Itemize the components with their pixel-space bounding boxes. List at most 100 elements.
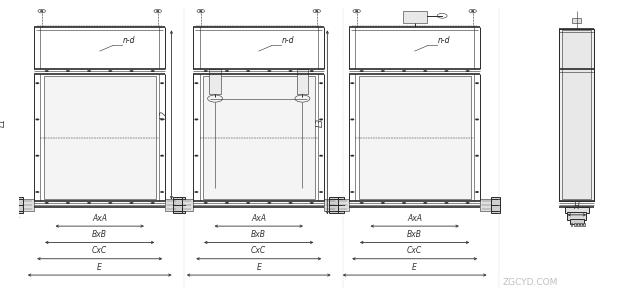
- Bar: [571, 223, 572, 226]
- Bar: [577, 223, 579, 226]
- Text: AxA: AxA: [407, 214, 422, 223]
- Circle shape: [316, 10, 318, 12]
- Bar: [570, 219, 584, 224]
- Circle shape: [350, 119, 354, 120]
- Circle shape: [130, 70, 133, 72]
- Text: n-d: n-d: [282, 36, 294, 45]
- Bar: [174, 197, 183, 213]
- Circle shape: [109, 70, 112, 72]
- Bar: [559, 29, 594, 201]
- Bar: [176, 197, 185, 213]
- Circle shape: [151, 70, 154, 72]
- Circle shape: [87, 202, 91, 204]
- Circle shape: [130, 202, 133, 204]
- Circle shape: [41, 10, 43, 12]
- Circle shape: [381, 202, 385, 204]
- Circle shape: [35, 191, 39, 193]
- Bar: [329, 197, 338, 213]
- Bar: [338, 199, 349, 210]
- Circle shape: [246, 70, 250, 72]
- Bar: [563, 30, 591, 199]
- Circle shape: [156, 10, 159, 12]
- Circle shape: [320, 82, 323, 84]
- Text: CxC: CxC: [407, 246, 422, 255]
- Circle shape: [360, 70, 363, 72]
- Text: CxC: CxC: [92, 246, 107, 255]
- Circle shape: [310, 202, 314, 204]
- Bar: [567, 212, 586, 220]
- Circle shape: [310, 70, 314, 72]
- Text: ZGCYD.COM: ZGCYD.COM: [502, 278, 557, 287]
- Bar: [324, 199, 335, 210]
- Circle shape: [195, 119, 198, 120]
- Text: H: H: [574, 202, 580, 211]
- Bar: [574, 223, 575, 226]
- Circle shape: [204, 70, 208, 72]
- Circle shape: [475, 119, 479, 120]
- Text: L3: L3: [315, 118, 324, 127]
- Circle shape: [350, 155, 354, 157]
- Bar: [583, 223, 584, 226]
- Circle shape: [195, 191, 198, 193]
- Circle shape: [109, 202, 112, 204]
- Bar: [23, 199, 34, 210]
- Text: n-d: n-d: [438, 36, 450, 45]
- Bar: [403, 11, 426, 23]
- Circle shape: [267, 202, 271, 204]
- Circle shape: [350, 191, 354, 193]
- Circle shape: [160, 82, 164, 84]
- Circle shape: [466, 202, 469, 204]
- Circle shape: [471, 10, 474, 12]
- Text: E: E: [97, 263, 102, 271]
- Circle shape: [45, 70, 49, 72]
- Circle shape: [246, 202, 250, 204]
- Circle shape: [475, 82, 479, 84]
- Circle shape: [350, 82, 354, 84]
- Bar: [572, 18, 581, 23]
- Circle shape: [160, 119, 164, 120]
- Circle shape: [356, 10, 358, 12]
- Circle shape: [66, 70, 70, 72]
- Circle shape: [195, 82, 198, 84]
- Circle shape: [475, 155, 479, 157]
- Circle shape: [403, 202, 406, 204]
- Text: n-d: n-d: [123, 36, 135, 45]
- Circle shape: [381, 70, 385, 72]
- Circle shape: [45, 202, 49, 204]
- Circle shape: [267, 70, 271, 72]
- Text: AxA: AxA: [92, 214, 107, 223]
- Bar: [580, 223, 582, 226]
- Circle shape: [35, 155, 39, 157]
- Circle shape: [151, 202, 154, 204]
- Circle shape: [87, 70, 91, 72]
- Circle shape: [195, 155, 198, 157]
- Bar: [210, 69, 221, 94]
- Circle shape: [225, 202, 229, 204]
- Circle shape: [444, 70, 448, 72]
- Circle shape: [35, 119, 39, 120]
- Bar: [565, 207, 589, 213]
- Circle shape: [225, 70, 229, 72]
- Bar: [297, 69, 308, 94]
- Text: L2: L2: [159, 110, 168, 119]
- Text: BxB: BxB: [92, 230, 107, 239]
- Bar: [165, 199, 176, 210]
- Circle shape: [204, 202, 208, 204]
- Circle shape: [66, 202, 70, 204]
- Bar: [491, 197, 500, 213]
- Bar: [203, 76, 315, 199]
- Text: CxC: CxC: [251, 246, 266, 255]
- Circle shape: [320, 191, 323, 193]
- Text: E: E: [412, 263, 417, 271]
- Circle shape: [403, 70, 406, 72]
- Bar: [183, 199, 194, 210]
- Circle shape: [320, 119, 323, 120]
- Bar: [335, 197, 344, 213]
- Text: BxB: BxB: [251, 230, 266, 239]
- Circle shape: [160, 155, 164, 157]
- Circle shape: [423, 70, 427, 72]
- Circle shape: [35, 82, 39, 84]
- Text: BxB: BxB: [407, 230, 422, 239]
- Bar: [44, 76, 156, 199]
- Circle shape: [199, 10, 202, 12]
